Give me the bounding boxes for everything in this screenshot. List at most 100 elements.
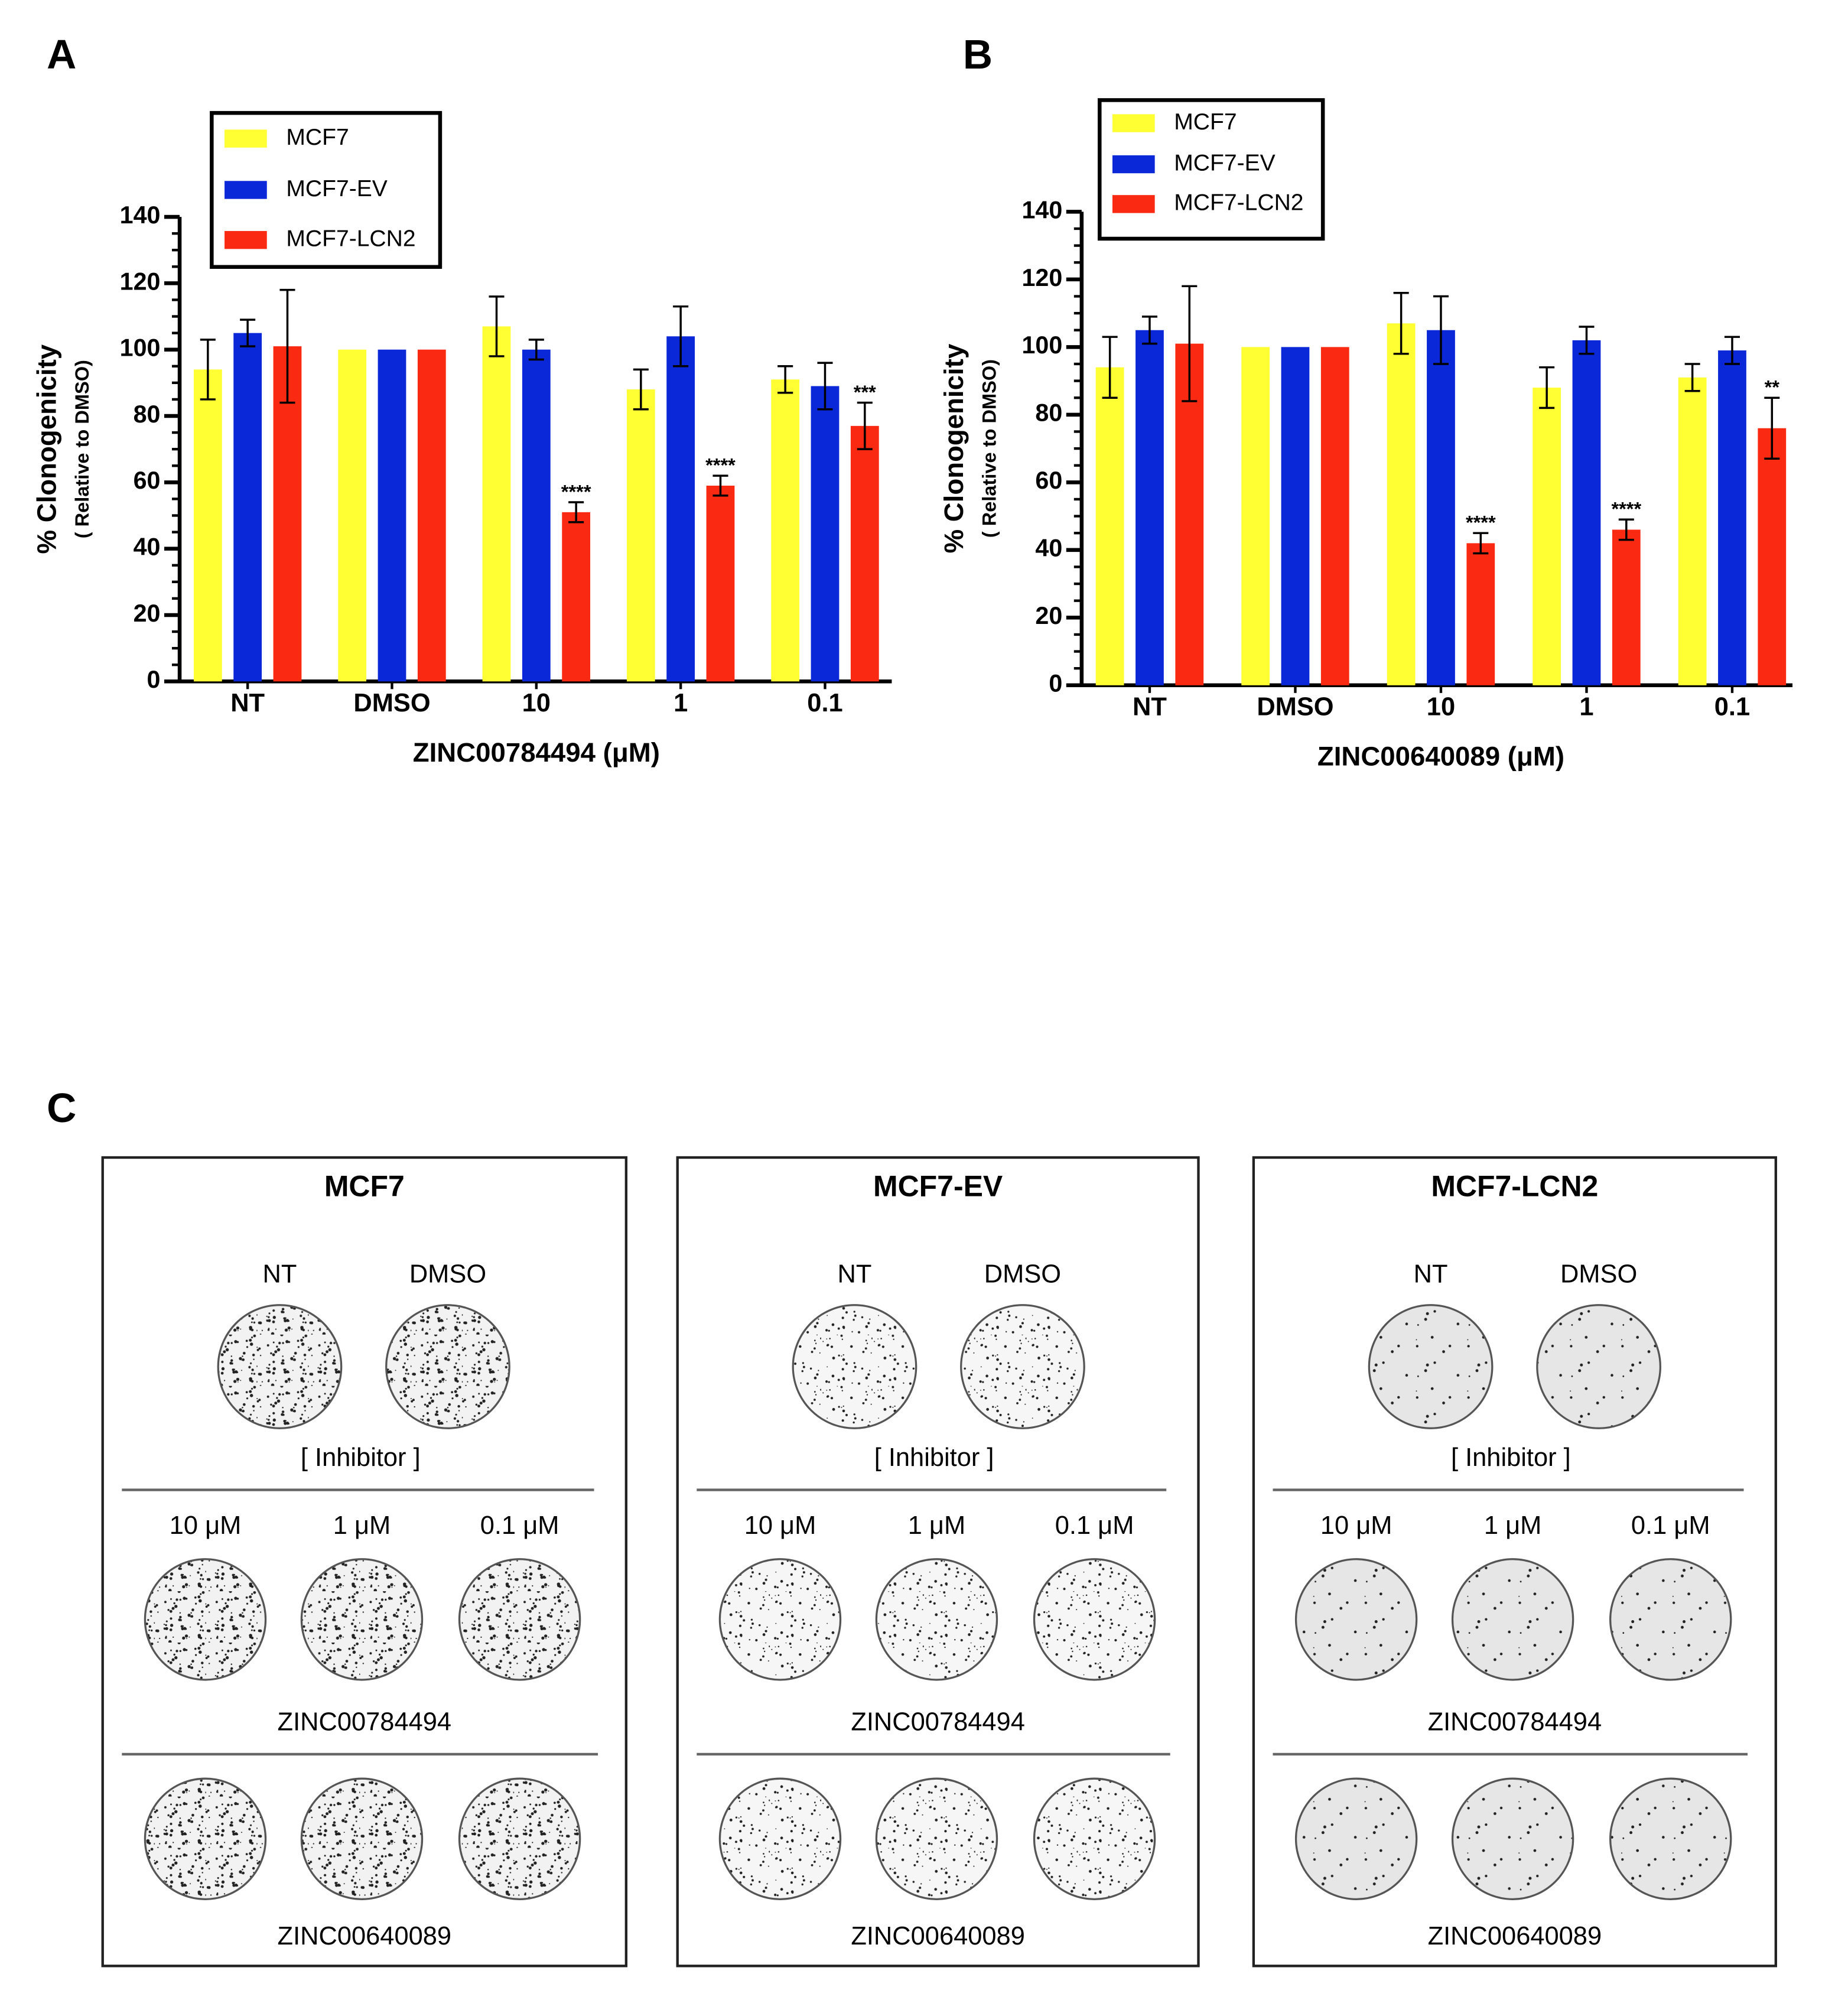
untreated-label: DMSO	[409, 1260, 486, 1288]
bar	[811, 386, 840, 682]
dose-label: 0.1 μM	[480, 1511, 559, 1540]
legend-label: MCF7-EV	[1174, 150, 1276, 175]
error-bar	[673, 305, 689, 368]
panel-box	[1252, 1156, 1777, 1968]
bar	[1241, 347, 1270, 685]
bar	[1572, 340, 1601, 685]
x-tick-label: 10	[1427, 692, 1455, 721]
bar	[666, 336, 695, 682]
x-tick-label: NT	[230, 689, 265, 717]
group-title: MCF7-LCN2	[1431, 1169, 1598, 1202]
legend-swatch	[1112, 195, 1155, 213]
colony-dish	[458, 1558, 581, 1681]
bar	[1320, 347, 1349, 685]
error-bar	[1393, 292, 1409, 355]
y-tick-label: 0	[1049, 670, 1062, 697]
dose-label: 10 μM	[744, 1511, 816, 1540]
bar	[378, 349, 406, 682]
legend-label: MCF7	[286, 125, 349, 150]
bar	[338, 349, 367, 682]
colony-dish	[144, 1558, 267, 1681]
untreated-label: DMSO	[984, 1260, 1061, 1288]
x-tick-label: DMSO	[1257, 692, 1333, 721]
dose-label: 10 μM	[1320, 1511, 1392, 1540]
colony-dish	[458, 1777, 581, 1900]
error-bar	[489, 295, 505, 357]
panel-label: C	[47, 1085, 76, 1131]
colony-dish	[144, 1777, 267, 1900]
error-bar	[568, 501, 584, 523]
bar	[1678, 377, 1707, 685]
y-tick-label: 0	[147, 666, 161, 693]
colony-dish	[718, 1777, 842, 1900]
y-axis-subtitle: ( Relative to DMSO)	[71, 360, 93, 538]
legend-swatch	[1112, 155, 1155, 174]
x-axis-title: ZINC00640089 (μM)	[1317, 742, 1564, 772]
colony-dish	[1536, 1304, 1661, 1429]
y-tick-label: 40	[134, 534, 161, 561]
error-bar	[1724, 336, 1740, 365]
panel-label: A	[47, 31, 76, 77]
colony-dish	[960, 1304, 1085, 1429]
group-title: MCF7	[324, 1169, 405, 1202]
y-tick-label: 60	[134, 467, 161, 494]
untreated-label: NT	[1414, 1260, 1448, 1288]
bar	[233, 333, 262, 682]
dose-label: 0.1 μM	[1055, 1511, 1134, 1540]
x-tick-label: 0.1	[807, 689, 842, 717]
group-title: MCF7-EV	[873, 1169, 1003, 1202]
colony-dish	[1368, 1304, 1494, 1429]
x-tick-label: DMSO	[353, 689, 430, 717]
colony-dish	[875, 1777, 998, 1900]
error-bar	[633, 368, 649, 411]
error-bar	[240, 318, 256, 347]
dose-label: 1 μM	[333, 1511, 391, 1540]
bar	[706, 485, 735, 682]
y-tick-label: 80	[1035, 399, 1062, 427]
error-bar	[1102, 336, 1118, 399]
error-bar	[1684, 363, 1700, 392]
untreated-label: DMSO	[1560, 1260, 1637, 1288]
error-bar	[528, 339, 544, 361]
bar	[1427, 330, 1455, 685]
bar	[1136, 330, 1164, 685]
significance-label: ***	[854, 382, 876, 403]
bar	[626, 389, 655, 682]
error-bar	[279, 288, 295, 404]
x-tick-label: NT	[1133, 692, 1167, 721]
colony-dish	[1033, 1777, 1156, 1900]
bar	[417, 349, 446, 682]
x-tick-label: 1	[674, 689, 688, 717]
y-tick-label: 120	[120, 268, 161, 295]
panel-box	[101, 1156, 628, 1968]
y-tick-label: 60	[1035, 467, 1062, 494]
error-bar	[200, 339, 216, 401]
compound-label: ZINC00784494	[1428, 1708, 1602, 1736]
y-tick-label: 140	[120, 201, 161, 229]
x-tick-label: 0.1	[1714, 692, 1750, 721]
colony-dish	[217, 1304, 343, 1429]
colony-dish	[1294, 1777, 1418, 1900]
bar	[1533, 388, 1561, 685]
colony-dish	[1451, 1558, 1574, 1681]
bar	[1612, 529, 1641, 685]
y-tick-label: 20	[134, 600, 161, 627]
significance-label: ****	[561, 481, 591, 502]
y-tick-label: 100	[1021, 331, 1062, 359]
dose-label: 1 μM	[1484, 1511, 1541, 1540]
colony-dish	[300, 1777, 424, 1900]
error-bar	[1473, 532, 1489, 555]
colony-dish	[1609, 1558, 1732, 1681]
colony-dish	[385, 1304, 510, 1429]
error-bar	[1433, 295, 1449, 365]
legend-swatch	[1112, 114, 1155, 132]
colony-dish	[300, 1558, 424, 1681]
significance-label: ****	[705, 454, 736, 476]
colony-dish	[1033, 1558, 1156, 1681]
legend-swatch	[225, 129, 267, 148]
compound-label: ZINC00640089	[278, 1922, 452, 1950]
y-axis-title: % Clonogenicity	[939, 343, 969, 553]
inhibitor-label: [ Inhibitor ]	[874, 1443, 994, 1472]
